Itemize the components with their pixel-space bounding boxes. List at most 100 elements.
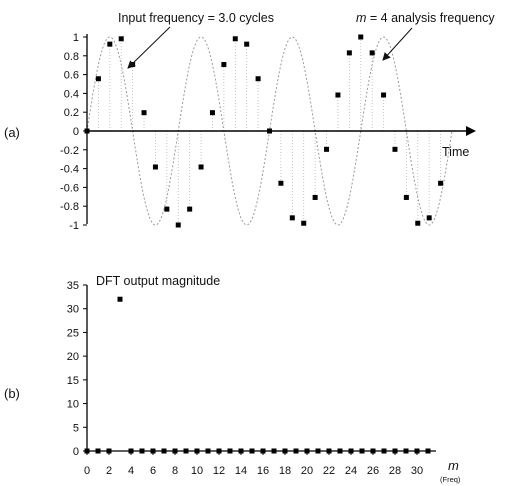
input-sample-point — [369, 50, 375, 56]
panel-a-y-ticks: 1 0.8 0.6 0.4 0.2 0 -0.2 -0.4 -0.6 -0.8 -1 — [60, 32, 87, 232]
input-sample-point — [289, 215, 295, 221]
dft-magnitude-point — [293, 448, 299, 454]
input-sample-point — [198, 164, 204, 170]
dft-magnitude-point — [95, 448, 101, 454]
panel-b-x-tick-label: 4 — [128, 465, 134, 477]
input-sample-point — [255, 76, 261, 82]
input-sample-point — [324, 146, 330, 152]
input-sample-point — [346, 50, 352, 56]
dft-magnitude-point — [139, 448, 145, 454]
input-sample-point — [267, 128, 272, 134]
panel-a-x-label: Time — [442, 145, 469, 159]
panel-a-y-tick-label: -0.8 — [60, 201, 79, 213]
dft-magnitude-point — [414, 448, 420, 454]
dft-magnitude-point — [260, 448, 266, 454]
panel-b-y-tick-label: 0 — [73, 446, 79, 458]
input-sample-point — [278, 180, 284, 186]
panel-b-y-tick-label: 25 — [67, 327, 79, 339]
dft-magnitude-point — [161, 448, 167, 454]
panel-a-y-tick-label: -0.6 — [60, 182, 79, 194]
input-sample-point — [95, 76, 101, 82]
dft-magnitude-point — [227, 448, 233, 454]
input-sample-point — [415, 220, 421, 226]
panel-b-y-tick-label: 30 — [67, 304, 79, 316]
analysis-frequency-arrow — [382, 27, 413, 61]
dft-magnitude-point — [128, 448, 134, 454]
dft-magnitude-point — [403, 448, 409, 454]
panel-b-x-tick-label: 0 — [84, 465, 90, 477]
analysis-frequency-annotation: m = 4 analysis frequency — [356, 11, 495, 25]
dft-magnitude-point — [282, 448, 288, 454]
input-sample-point — [164, 206, 170, 212]
analysis-m-symbol: m — [356, 11, 366, 25]
input-sample-point — [221, 62, 227, 68]
input-sample-point — [118, 36, 124, 42]
dft-magnitude-point — [205, 448, 211, 454]
panel-a-y-tick-label: -1 — [69, 220, 79, 232]
dft-magnitude-point — [392, 448, 398, 454]
input-sample-point — [438, 180, 444, 186]
dft-magnitude-point — [249, 448, 255, 454]
panel-b-y-tick-label: 5 — [73, 422, 79, 434]
panel-b-dft-points — [84, 296, 431, 454]
dft-magnitude-point — [117, 296, 123, 302]
panel-b-x-tick-label: 12 — [213, 465, 225, 477]
panel-a: (a) 1 0.8 0.6 0.4 0.2 0 -0.2 -0.4 -0.6 -0.8 -1 Tim… — [4, 11, 495, 232]
panel-b-x-tick-label: 30 — [411, 465, 423, 477]
panel-b-x-sublabel: (Freq) — [440, 475, 461, 484]
panel-b-y-ticks: 0 5 10 15 20 25 30 35 — [67, 280, 87, 458]
panel-a-y-tick-label: 0.8 — [64, 51, 79, 63]
dft-magnitude-point — [326, 448, 332, 454]
panel-b-title: DFT output magnitude — [96, 274, 220, 288]
panel-a-sample-drop-lines — [98, 37, 441, 225]
panel-b-x-tick-label: 6 — [150, 465, 156, 477]
panel-a-y-tick-label: 0 — [73, 126, 79, 138]
input-sample-point — [209, 110, 215, 116]
panel-b-x-ticks: 0 2 4 6 8 10 12 14 16 18 20 22 24 26 28 30 — [84, 451, 423, 477]
panel-b-y-tick-label: 20 — [67, 351, 79, 363]
input-sample-point — [107, 41, 113, 47]
input-sample-point — [141, 110, 147, 116]
time-axis-arrowhead — [466, 126, 476, 136]
panel-b-x-tick-label: 14 — [235, 465, 247, 477]
panel-b-x-tick-label: 18 — [279, 465, 291, 477]
panel-a-y-tick-label: 0.4 — [64, 88, 79, 100]
input-sample-point — [426, 215, 432, 221]
panel-a-y-tick-label: 0.6 — [64, 70, 79, 82]
dft-magnitude-point — [348, 448, 354, 454]
dft-magnitude-point — [150, 448, 156, 454]
dft-magnitude-point — [359, 448, 365, 454]
panel-b-x-tick-label: 26 — [367, 465, 379, 477]
panel-a-y-tick-label: 1 — [73, 32, 79, 44]
input-sample-point — [152, 164, 158, 170]
dft-magnitude-point — [84, 448, 90, 454]
dft-magnitude-point — [315, 448, 321, 454]
panel-b-x-tick-label: 22 — [323, 465, 335, 477]
panel-a-label: (a) — [4, 125, 20, 140]
dft-magnitude-point — [216, 448, 222, 454]
panel-b-y-tick-label: 15 — [67, 375, 79, 387]
dft-magnitude-point — [381, 448, 387, 454]
dft-magnitude-point — [238, 448, 244, 454]
dft-magnitude-point — [304, 448, 310, 454]
dft-magnitude-point — [106, 448, 112, 454]
panel-a-y-tick-label: -0.2 — [60, 145, 79, 157]
input-sample-point — [175, 222, 181, 228]
panel-a-y-tick-label: 0.2 — [64, 107, 79, 119]
panel-b-x-label: m — [448, 458, 459, 473]
input-sample-point — [381, 92, 387, 98]
panel-b-x-tick-label: 24 — [345, 465, 357, 477]
input-sample-point — [301, 220, 307, 226]
dft-magnitude-point — [194, 448, 200, 454]
panel-b-x-tick-label: 20 — [301, 465, 313, 477]
panel-b-x-tick-label: 2 — [106, 465, 112, 477]
panel-b-x-tick-label: 16 — [257, 465, 269, 477]
input-frequency-annotation: Input frequency = 3.0 cycles — [118, 11, 274, 25]
dft-magnitude-point — [370, 448, 376, 454]
panel-b-y-tick-label: 35 — [67, 280, 79, 292]
dft-magnitude-point — [337, 448, 343, 454]
dft-magnitude-point — [172, 448, 178, 454]
input-sample-point — [392, 146, 398, 152]
input-sample-point — [403, 194, 409, 200]
